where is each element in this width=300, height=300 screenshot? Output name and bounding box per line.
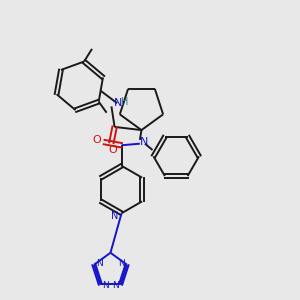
Text: H: H (121, 97, 128, 106)
Text: O: O (109, 145, 117, 155)
Text: N: N (118, 259, 125, 268)
Text: O: O (93, 135, 102, 145)
Text: N: N (111, 212, 118, 221)
Text: N: N (114, 98, 123, 108)
Text: N: N (96, 259, 103, 268)
Text: N: N (140, 137, 148, 147)
Text: N: N (112, 281, 118, 290)
Text: N: N (103, 281, 109, 290)
